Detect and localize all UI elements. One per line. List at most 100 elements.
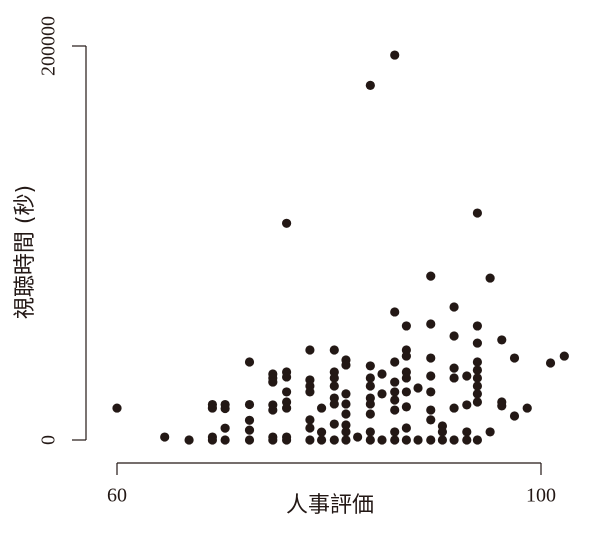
point	[426, 271, 436, 281]
point	[390, 427, 400, 437]
point	[305, 423, 315, 433]
point	[377, 369, 387, 379]
point	[472, 208, 482, 218]
point	[437, 435, 448, 445]
point	[244, 357, 255, 367]
point	[485, 273, 495, 283]
point	[401, 423, 411, 433]
point	[390, 50, 400, 60]
x-tick-label: 60	[107, 485, 127, 507]
point	[305, 435, 315, 445]
point	[207, 403, 217, 413]
point	[184, 435, 194, 445]
point	[341, 360, 351, 370]
point	[305, 387, 315, 397]
point	[365, 361, 375, 371]
point	[401, 351, 411, 361]
point	[390, 357, 400, 367]
point	[268, 377, 278, 387]
point	[426, 371, 436, 381]
point	[462, 435, 472, 445]
point	[426, 435, 436, 445]
point	[390, 435, 400, 445]
point	[112, 403, 122, 413]
point	[365, 427, 375, 437]
x-axis-label: 人事評価	[286, 493, 374, 518]
point	[377, 389, 387, 399]
point	[449, 373, 459, 383]
point	[207, 435, 217, 445]
point	[497, 401, 507, 411]
point	[365, 373, 375, 383]
point	[329, 419, 339, 429]
point	[282, 387, 292, 397]
point	[472, 373, 482, 383]
point	[220, 403, 230, 414]
point	[160, 432, 170, 442]
point	[449, 435, 459, 445]
point	[497, 335, 507, 345]
point	[341, 427, 351, 437]
point	[472, 389, 482, 399]
point	[390, 395, 400, 405]
point	[341, 409, 351, 419]
point	[449, 331, 459, 341]
point	[509, 411, 520, 421]
point	[437, 427, 448, 437]
point	[472, 381, 482, 391]
point	[329, 435, 339, 445]
point	[353, 432, 363, 442]
point	[316, 427, 327, 437]
point	[426, 353, 436, 363]
point	[472, 321, 482, 331]
point	[449, 302, 459, 312]
point	[401, 402, 411, 412]
point	[341, 399, 351, 409]
point	[244, 415, 255, 425]
y-tick-label: 200000	[38, 16, 60, 76]
point	[426, 319, 436, 329]
point	[377, 435, 387, 445]
point	[244, 399, 255, 410]
point	[282, 218, 292, 228]
point	[365, 435, 375, 445]
point	[509, 353, 520, 363]
point	[220, 423, 230, 433]
point	[341, 389, 351, 399]
point	[472, 365, 482, 375]
point	[522, 403, 532, 413]
point	[390, 387, 400, 397]
point	[390, 377, 400, 387]
point	[316, 403, 327, 413]
point	[390, 307, 400, 317]
point	[244, 425, 255, 435]
point	[329, 399, 339, 409]
point	[472, 357, 482, 367]
point	[365, 381, 375, 391]
point	[426, 387, 436, 397]
point	[268, 435, 278, 445]
point	[401, 373, 411, 383]
point	[401, 321, 411, 331]
point	[559, 351, 569, 361]
point	[413, 383, 423, 393]
point	[365, 399, 375, 409]
point	[449, 403, 459, 413]
point	[401, 435, 411, 445]
point	[329, 345, 339, 355]
point	[282, 372, 292, 382]
y-tick-label: 0	[38, 435, 60, 445]
point	[365, 409, 375, 419]
point	[390, 405, 400, 415]
point	[426, 405, 436, 415]
point	[545, 358, 556, 368]
point	[282, 435, 292, 445]
point	[401, 387, 411, 397]
x-tick-label: 100	[526, 485, 556, 507]
point	[413, 435, 423, 445]
point	[472, 435, 482, 445]
y-axis-label: 視聴時間 (秒)	[13, 185, 38, 319]
point	[426, 415, 436, 425]
point	[329, 373, 339, 383]
